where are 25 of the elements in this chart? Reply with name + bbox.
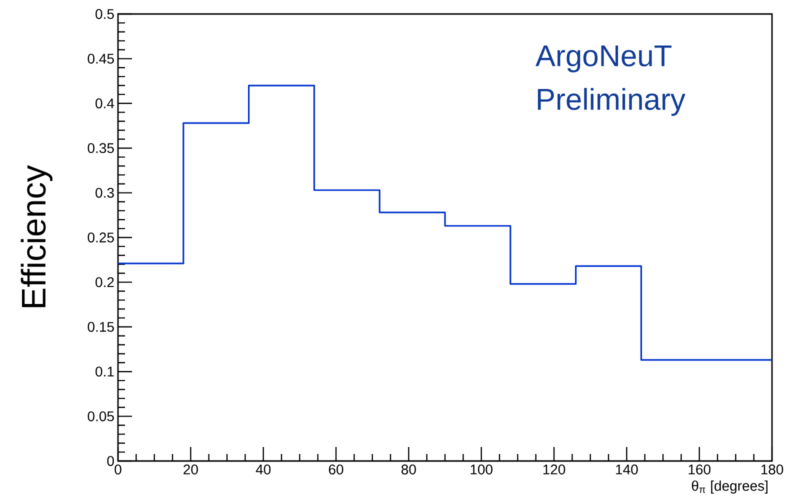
y-tick-label: 0.45 [88, 54, 114, 64]
x-tick-label: 20 [184, 464, 198, 474]
x-tick-label: 140 [616, 464, 638, 474]
y-tick-label: 0.15 [88, 322, 114, 332]
x-tick-label: 100 [470, 464, 492, 474]
y-tick-label: 0.35 [88, 143, 114, 154]
x-tick-label: 120 [543, 464, 566, 474]
x-tick-label: 160 [688, 464, 710, 474]
annotation: ArgoNeuT [536, 45, 672, 72]
x-axis-title: θ$_{π}$ [degrees] [692, 480, 768, 494]
x-tick-label: 0 [114, 464, 122, 474]
y-tick-label: 0.25 [88, 232, 114, 242]
y-tick-label: 0.3 [96, 188, 114, 198]
x-tick-label: 40 [256, 464, 271, 474]
annotation: Preliminary [538, 88, 686, 116]
y-tick-label: 0.4 [96, 98, 114, 108]
y-tick-label: 0 [107, 456, 114, 466]
x-tick-label: 60 [328, 464, 344, 474]
y-tick-label: 0.05 [88, 411, 114, 422]
y-tick-label: 0.5 [96, 9, 114, 19]
y-tick-label: 0.2 [96, 277, 114, 288]
y-tick-label: 0.1 [96, 366, 114, 377]
x-tick-label: 180 [761, 464, 784, 474]
y-axis-title: Efficiency [20, 165, 52, 308]
x-tick-label: 80 [402, 464, 416, 474]
